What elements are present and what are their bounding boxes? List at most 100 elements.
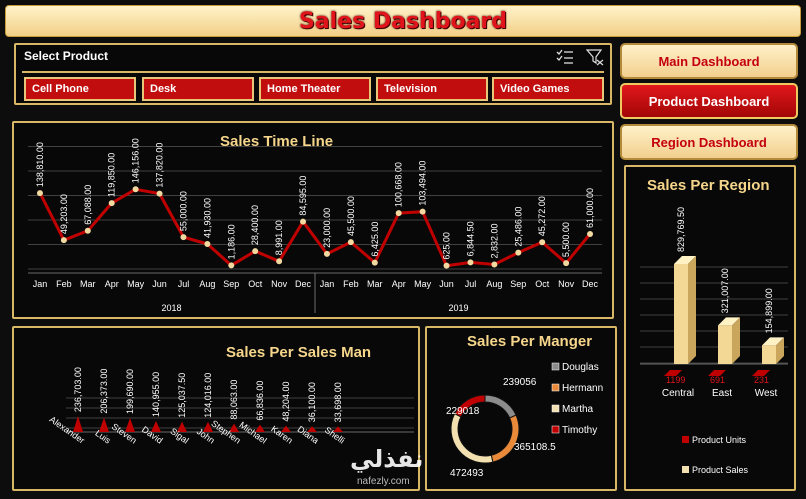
- salesman-data-label: 140,955.00: [151, 372, 161, 417]
- region-units-bar: [664, 370, 682, 376]
- timeline-month-label: Dec: [582, 279, 599, 289]
- timeline-data-label: 28,400.00: [250, 205, 260, 245]
- timeline-month-label: Oct: [248, 279, 263, 289]
- timeline-point: [347, 239, 354, 246]
- salesman-bar: [307, 426, 317, 432]
- timeline-month-label: May: [414, 279, 432, 289]
- timeline-data-label: 41,930.00: [202, 198, 212, 238]
- manager-chart: 239056 365108.5 472493 229018 Douglas Hermann…: [446, 362, 603, 479]
- timeline-month-label: Apr: [105, 279, 119, 289]
- manager-legend-label: Martha: [562, 404, 594, 415]
- salesman-bar: [73, 416, 83, 432]
- region-sales-bar: [762, 345, 776, 364]
- region-units-bar: [752, 370, 770, 376]
- timeline-point: [563, 260, 570, 267]
- timeline-point: [419, 208, 426, 215]
- timeline-month-label: Feb: [56, 279, 72, 289]
- salesman-category-label: Luis: [93, 428, 113, 446]
- timeline-point: [323, 250, 330, 257]
- timeline-point: [228, 262, 235, 269]
- salesman-category-label: Steven: [110, 421, 139, 445]
- slicer-item-television[interactable]: Television: [376, 77, 488, 101]
- salesman-data-label: 66,836.00: [255, 381, 265, 421]
- timeline-series-line: [38, 187, 592, 268]
- timeline-month-label: Apr: [392, 279, 406, 289]
- timeline-data-label: 61,000.00: [585, 188, 595, 228]
- clear-filter-icon[interactable]: [585, 49, 604, 66]
- region-sales-bar-top: [762, 337, 784, 346]
- timeline-chart: 138,810.00 Jan 49,203.00 Feb 67,088.00 Mar 119…: [28, 138, 602, 313]
- timeline-point: [443, 262, 450, 269]
- salesman-data-label: 48,204.00: [281, 382, 291, 422]
- region-sales-label: 154,899.00: [764, 288, 774, 333]
- region-units-bar: [708, 370, 726, 376]
- salesman-data-label: 36,100.00: [307, 382, 317, 422]
- timeline-month-label: Mar: [367, 279, 383, 289]
- region-sales-bar-top: [718, 317, 740, 326]
- salesman-data-label: 199,690.00: [125, 369, 135, 414]
- manager-legend-label: Douglas: [562, 362, 599, 373]
- product-dashboard-button[interactable]: Product Dashboard: [620, 83, 798, 119]
- timeline-data-label: 45,272.00: [537, 196, 547, 236]
- timeline-data-label: 138,810.00: [35, 142, 45, 187]
- timeline-month-label: Jan: [33, 279, 48, 289]
- timeline-month-label: Nov: [271, 279, 288, 289]
- timeline-data-label: 146,156.00: [131, 138, 141, 183]
- timeline-point: [300, 218, 307, 225]
- timeline-data-label: 5,500.00: [561, 222, 571, 257]
- salesman-category-label: Diana: [296, 424, 321, 446]
- salesman-data-label: 206,373.00: [99, 369, 109, 414]
- manager-donut-slice: [484, 394, 517, 419]
- timeline-point: [180, 234, 187, 241]
- salesman-category-label: David: [140, 424, 165, 445]
- timeline-data-label: 25,486.00: [513, 207, 523, 247]
- salesman-data-label: 124,016.00: [203, 373, 213, 418]
- slicer-item-desk[interactable]: Desk: [142, 77, 254, 101]
- region-sales-bar-side: [776, 337, 784, 364]
- manager-legend-label: Timothy: [562, 425, 597, 436]
- timeline-month-label: Dec: [295, 279, 312, 289]
- timeline-month-label: May: [127, 279, 145, 289]
- watermark-latin: nafezly.com: [357, 476, 410, 487]
- region-sales-bar-side: [688, 256, 696, 364]
- timeline-month-label: Jul: [465, 279, 477, 289]
- main-dashboard-button[interactable]: Main Dashboard: [620, 43, 798, 79]
- timeline-data-label: 1,186.00: [226, 224, 236, 259]
- region-category-label: Central: [662, 388, 694, 399]
- slicer-item-cell-phone[interactable]: Cell Phone: [24, 77, 136, 101]
- timeline-point: [587, 230, 594, 237]
- salesman-bar: [333, 426, 343, 432]
- manager-data-label: 229018: [446, 406, 480, 417]
- region-sales-bar-side: [732, 317, 740, 364]
- slicer-item-home-theater[interactable]: Home Theater: [259, 77, 371, 101]
- salesman-data-label: 33,698.00: [333, 382, 343, 422]
- timeline-data-label: 84,595.00: [298, 176, 308, 216]
- salesman-category-label: Karen: [269, 424, 294, 446]
- timeline-month-label: Aug: [199, 279, 215, 289]
- salesman-data-label: 125,037.50: [177, 373, 187, 418]
- timeline-month-label: Jul: [178, 279, 190, 289]
- watermark-arabic: نفذلي: [350, 445, 424, 473]
- region-sales-bar-top: [674, 256, 696, 264]
- page-title: Sales Dashboard: [298, 8, 508, 34]
- timeline-point: [515, 249, 522, 256]
- region-legend-swatch: [682, 436, 689, 443]
- timeline-point: [36, 190, 43, 197]
- manager-legend-swatch: [551, 425, 560, 434]
- manager-data-label: 472493: [450, 468, 484, 479]
- region-dashboard-button[interactable]: Region Dashboard: [620, 124, 798, 160]
- salesman-bar: [177, 421, 187, 432]
- timeline-data-label: 137,820.00: [155, 143, 165, 188]
- timeline-year-label: 2018: [161, 303, 181, 313]
- salesman-data-label: 88,063.00: [229, 380, 239, 420]
- multi-select-icon[interactable]: [556, 49, 574, 65]
- timeline-point: [395, 210, 402, 217]
- slicer-item-video-games[interactable]: Video Games: [492, 77, 604, 101]
- timeline-point: [84, 227, 91, 234]
- timeline-data-label: 103,494.00: [418, 161, 428, 206]
- manager-legend-swatch: [551, 383, 560, 392]
- timeline-month-label: Jun: [152, 279, 167, 289]
- timeline-point: [132, 186, 139, 193]
- region-legend-label: Product Sales: [692, 465, 749, 475]
- region-chart-title: Sales Per Region: [647, 177, 770, 194]
